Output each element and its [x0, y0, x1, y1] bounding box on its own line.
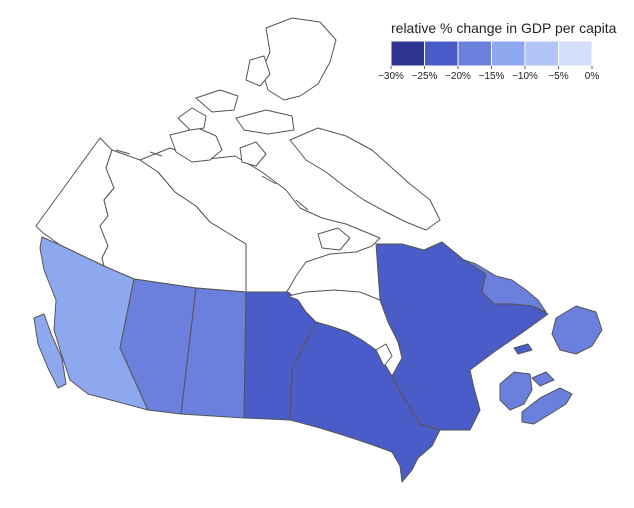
legend-tick-labels: −30% −25% −20% −15% −10% −5% 0%	[378, 66, 599, 82]
legend-tick-label: −25%	[412, 71, 438, 82]
region-nova-scotia	[521, 387, 573, 425]
legend-tick-label: 0%	[585, 71, 600, 82]
hudson-bay-water	[287, 289, 403, 377]
legend-tick-label: −15%	[479, 71, 505, 82]
legend-swatch	[558, 40, 593, 67]
arctic-island-baffin	[289, 127, 441, 231]
region-vancouver-island	[33, 313, 67, 389]
region-british-columbia	[39, 236, 149, 411]
arctic-coastline-detail	[115, 149, 309, 211]
legend: relative % change in GDP per capita −30%…	[378, 20, 617, 82]
arctic-island-melville	[195, 89, 239, 113]
legend-swatch	[491, 40, 526, 67]
arctic-island-devon	[235, 109, 295, 135]
arctic-island-southampton	[317, 227, 351, 251]
james-bay-water	[375, 343, 393, 367]
arctic-island-somerset	[239, 141, 267, 167]
region-newfoundland	[551, 305, 603, 355]
legend-swatch	[524, 40, 559, 67]
region-labrador	[463, 259, 547, 313]
region-anticosti	[513, 343, 533, 355]
region-nunavut	[139, 147, 381, 297]
region-pei	[531, 371, 555, 387]
arctic-island-axel-heiberg	[245, 55, 271, 87]
legend-swatch	[390, 40, 425, 67]
legend-swatch	[424, 40, 459, 67]
legend-swatch	[457, 40, 492, 67]
legend-tick-label: −20%	[445, 71, 471, 82]
legend-tick-label: −10%	[512, 71, 538, 82]
legend-title: relative % change in GDP per capita	[391, 20, 617, 36]
arctic-island-banks	[177, 107, 207, 131]
arctic-island-victoria	[169, 127, 223, 163]
region-new-brunswick	[499, 371, 533, 411]
legend-colorbar	[390, 40, 593, 67]
arctic-island-ellesmere	[261, 17, 337, 101]
legend-tick-label: −5%	[548, 71, 568, 82]
legend-tick-label: −30%	[378, 71, 404, 82]
region-alberta	[119, 278, 197, 415]
